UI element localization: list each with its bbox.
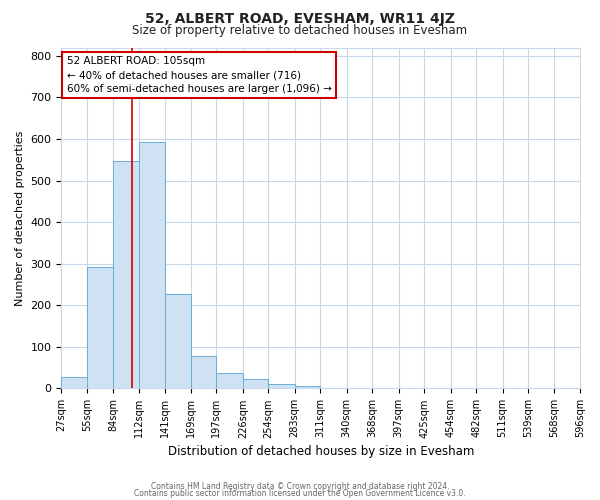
Text: Contains HM Land Registry data © Crown copyright and database right 2024.: Contains HM Land Registry data © Crown c… bbox=[151, 482, 449, 491]
X-axis label: Distribution of detached houses by size in Evesham: Distribution of detached houses by size … bbox=[167, 444, 474, 458]
Text: 52, ALBERT ROAD, EVESHAM, WR11 4JZ: 52, ALBERT ROAD, EVESHAM, WR11 4JZ bbox=[145, 12, 455, 26]
Text: Contains public sector information licensed under the Open Government Licence v3: Contains public sector information licen… bbox=[134, 489, 466, 498]
Y-axis label: Number of detached properties: Number of detached properties bbox=[15, 130, 25, 306]
Bar bbox=[139, 142, 166, 388]
Bar bbox=[217, 373, 243, 388]
Bar bbox=[113, 161, 139, 388]
Bar bbox=[87, 267, 113, 388]
Bar bbox=[166, 294, 191, 388]
Bar bbox=[295, 386, 320, 388]
Text: 52 ALBERT ROAD: 105sqm
← 40% of detached houses are smaller (716)
60% of semi-de: 52 ALBERT ROAD: 105sqm ← 40% of detached… bbox=[67, 56, 331, 94]
Text: Size of property relative to detached houses in Evesham: Size of property relative to detached ho… bbox=[133, 24, 467, 37]
Bar bbox=[268, 384, 295, 388]
Bar bbox=[61, 377, 87, 388]
Bar bbox=[191, 356, 217, 388]
Bar bbox=[243, 379, 268, 388]
